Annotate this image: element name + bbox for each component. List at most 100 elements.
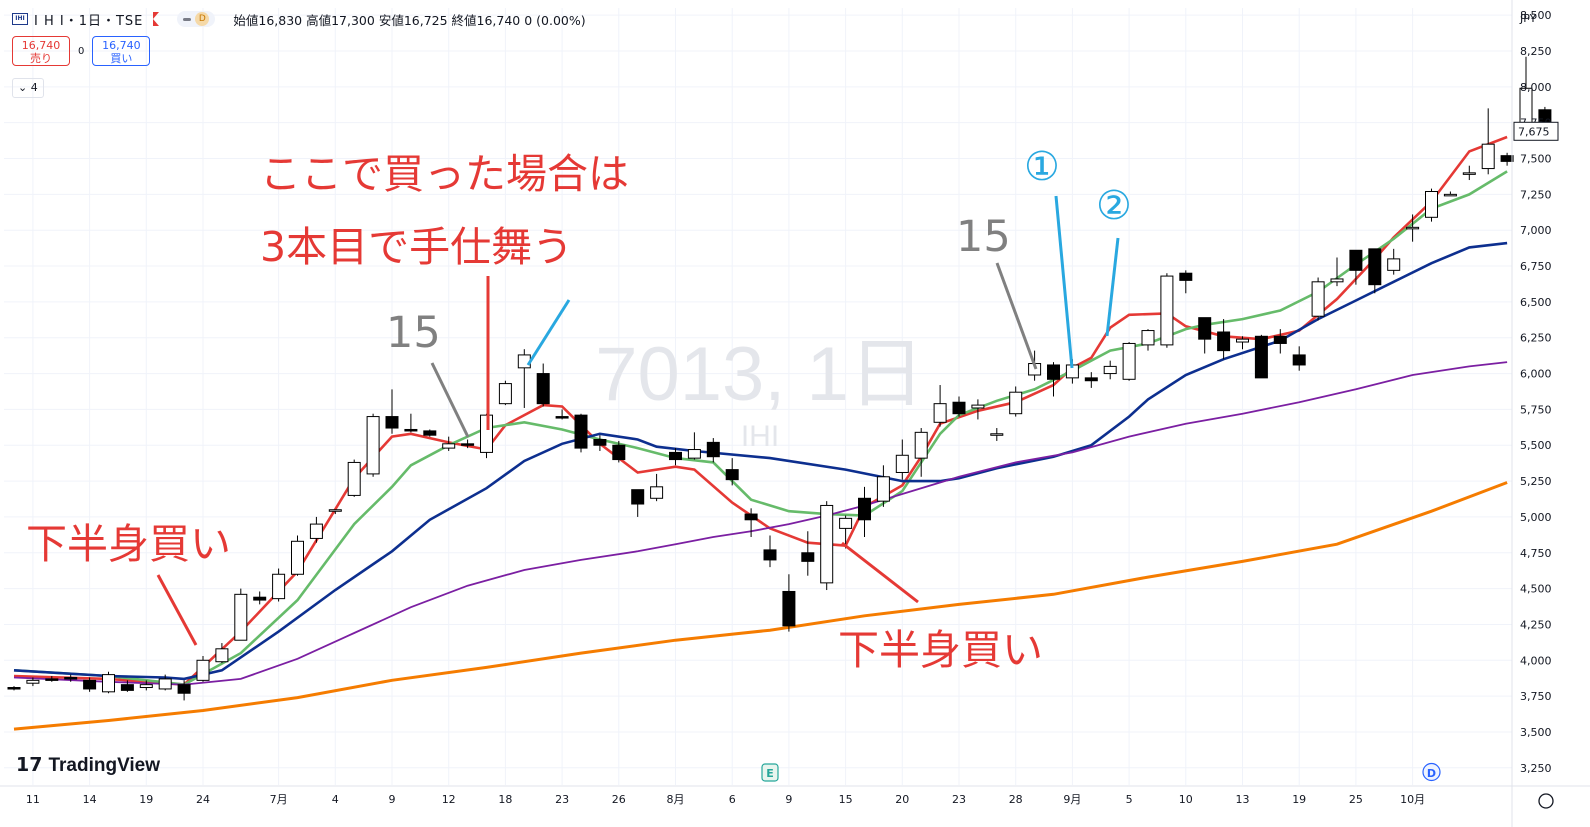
candle-body: [1311, 281, 1325, 317]
candle-body: [1500, 155, 1514, 162]
candle-body: [1481, 143, 1495, 170]
symbol-title[interactable]: I H I・1日・TSE: [34, 13, 144, 29]
candle-body: [1179, 272, 1193, 281]
x-tick-label: 25: [1349, 793, 1363, 806]
x-tick-label: 12: [442, 793, 456, 806]
candle-body: [952, 401, 966, 415]
candle-body: [706, 441, 720, 458]
spread-value: 0: [78, 45, 85, 57]
y-tick-label: 7,000: [1520, 224, 1552, 237]
x-tick-label: 8月: [667, 793, 685, 806]
candle-body: [1047, 364, 1060, 380]
annot-grey-left: 15: [386, 308, 441, 358]
candle-body: [461, 443, 475, 446]
earnings-event-marker: [761, 763, 779, 782]
tradingview-wordmark: TradingView: [48, 754, 161, 776]
delayed-data-badge: D: [195, 12, 210, 26]
tradingview-logo[interactable]: 𝟭𝟳 TradingView: [16, 754, 160, 777]
candle-body: [177, 684, 191, 694]
buy-button[interactable]: 16,740 買い: [92, 36, 151, 66]
candle-body: [366, 416, 380, 475]
y-tick-label: 5,500: [1520, 439, 1552, 452]
candle-body: [1009, 391, 1023, 415]
x-tick-label: 13: [1236, 793, 1250, 806]
annot-line-blue-1: [526, 299, 571, 366]
candle-body: [385, 416, 399, 429]
buy-label: 買い: [110, 52, 133, 65]
candle-body: [196, 659, 210, 681]
candle-body: [234, 593, 248, 641]
indicators-toggle[interactable]: ⌄ 4: [12, 78, 44, 98]
ohlc-values: 始値16,830 高値17,300 安値16,725 終値16,740 0 (0…: [233, 12, 586, 28]
symbol-logo: IHI: [12, 13, 28, 25]
y-tick-label: 3,250: [1520, 762, 1552, 775]
x-tick-label: 20: [895, 793, 909, 806]
candle-body: [593, 439, 607, 446]
y-tick-label: 4,500: [1520, 583, 1552, 596]
tradingview-mark-icon: 𝟭𝟳: [16, 755, 43, 776]
y-tick-label: 7,500: [1520, 153, 1552, 166]
candle-body: [536, 373, 550, 405]
candle-body: [650, 486, 664, 499]
moving-average-line: [13, 170, 1508, 686]
annot-red-bottom: 下半身買い: [838, 626, 1043, 674]
y-tick-label: 5,000: [1520, 511, 1552, 524]
candle-body: [26, 679, 40, 684]
candle-body: [1160, 275, 1174, 346]
candle-body: [498, 383, 512, 405]
candle-body: [83, 679, 97, 690]
x-tick-label: 18: [498, 793, 512, 806]
x-tick-label: 6: [729, 793, 736, 806]
annot-red-top-1: ここで買った場合は: [260, 150, 629, 198]
candle-body: [442, 443, 456, 449]
y-tick-label: 4,000: [1520, 654, 1552, 667]
candle-body: [1273, 335, 1287, 344]
y-tick-label: 6,500: [1520, 296, 1552, 309]
candle-body: [347, 461, 361, 496]
moving-average-line: [13, 481, 1508, 731]
data-status-pill[interactable]: D: [177, 11, 216, 27]
candle-body: [253, 596, 267, 601]
annot-red-left: 下半身買い: [26, 520, 231, 568]
y-tick-label: 6,250: [1520, 332, 1552, 345]
annot-line-blue-2: [1054, 195, 1074, 369]
moving-average-line: [13, 241, 1508, 681]
annot-line-red-left: [156, 574, 198, 646]
candle-body: [1406, 226, 1420, 230]
x-tick-label: 19: [1292, 793, 1306, 806]
y-tick-label: 8,500: [1520, 9, 1552, 22]
x-tick-label: 11: [26, 793, 40, 806]
candle-body: [1198, 317, 1212, 340]
candle-body: [669, 451, 682, 461]
sell-button[interactable]: 16,740 売り: [12, 36, 70, 66]
candle-body: [631, 489, 645, 505]
candle-body: [1425, 190, 1438, 218]
y-tick-label: 8,250: [1520, 45, 1552, 58]
x-tick-label: 28: [1009, 793, 1023, 806]
event-label: E: [766, 767, 774, 780]
grid-lines: [4, 8, 1512, 785]
candle-body: [839, 517, 853, 529]
candle-body: [1217, 331, 1231, 352]
candle-body: [895, 454, 909, 473]
settings-gear-icon: [1538, 793, 1554, 809]
candle-body: [1368, 248, 1382, 286]
candle-body: [876, 476, 890, 502]
sell-label: 売り: [30, 52, 52, 65]
candle-body: [687, 449, 701, 459]
candle-body: [858, 497, 871, 521]
last-price-box: [1513, 121, 1559, 141]
candle-body: [102, 674, 115, 693]
y-tick-label: 7,250: [1520, 188, 1552, 201]
candle-body: [517, 354, 531, 369]
buy-price: 16,740: [102, 39, 141, 52]
candle-body: [1349, 249, 1363, 271]
flag-icon[interactable]: [153, 12, 160, 26]
candle-body: [612, 444, 626, 461]
x-tick-label: 5: [1126, 793, 1133, 806]
candle-body: [1254, 335, 1268, 379]
x-tick-label: 9月: [1063, 793, 1081, 806]
candle-body: [801, 552, 815, 562]
